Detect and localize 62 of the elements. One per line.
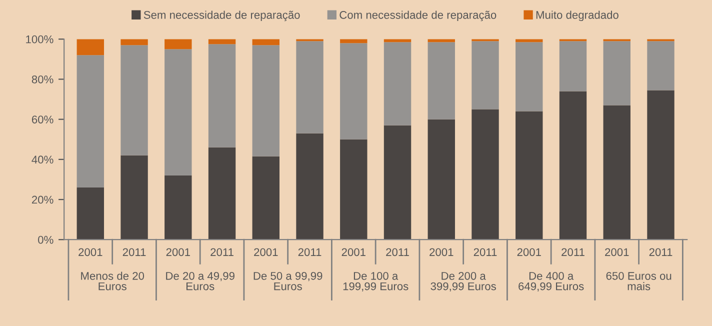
text: De 400 a 649,99 Euros <box>518 272 584 292</box>
bar <box>384 125 412 240</box>
bar <box>208 44 236 148</box>
bar <box>472 41 499 110</box>
x-tick-label: 2001 <box>517 248 541 256</box>
bar <box>296 41 324 134</box>
y-tick-label: 20% <box>32 196 54 204</box>
x-tick-label: 2011 <box>210 248 234 256</box>
x-tick-label: 2011 <box>298 248 322 256</box>
bar <box>252 39 280 46</box>
bar <box>252 45 280 156</box>
text: Menos de 20 Euros <box>81 272 144 290</box>
bar <box>164 175 192 240</box>
y-tick-label: 80% <box>32 75 54 84</box>
bar <box>340 139 368 240</box>
bar <box>516 42 543 112</box>
bar <box>296 133 324 240</box>
x-tick-label: 2001 <box>605 248 629 256</box>
y-tick-label: 0% <box>38 236 54 244</box>
bar <box>164 49 192 176</box>
legend-label: Com necessidade de reparação <box>340 10 496 22</box>
bar <box>340 43 368 140</box>
x-tick-label: 2001 <box>254 248 278 256</box>
bar <box>516 111 543 240</box>
x-tick-label: 2011 <box>386 248 409 256</box>
bar <box>120 45 148 156</box>
bar <box>472 109 499 240</box>
text: De 50 a 99,99 Euros <box>254 272 322 290</box>
x-tick-label: 2001 <box>342 248 366 256</box>
text: 650 Euros ou mais <box>606 272 672 290</box>
bar <box>559 91 587 240</box>
x-tick-label: 2011 <box>649 248 672 256</box>
bar <box>603 41 630 106</box>
bar <box>76 39 104 56</box>
bar <box>120 155 148 240</box>
bar <box>559 41 587 92</box>
bar <box>647 90 674 240</box>
bar <box>120 39 148 46</box>
legend-label: Muito degradado <box>536 10 618 22</box>
bar <box>428 119 455 240</box>
x-tick-label: 2001 <box>166 248 190 256</box>
bar <box>384 42 412 126</box>
x-tick-label: 2011 <box>562 248 584 256</box>
text: De 20 a 49,99 Euros <box>166 272 234 290</box>
y-tick-label: 60% <box>32 116 54 124</box>
x-tick-label: 2001 <box>78 248 102 256</box>
y-tick-label: 100% <box>26 35 54 44</box>
bar <box>208 147 236 240</box>
bar <box>252 156 280 240</box>
legend-label: Sem necessidade de reparação <box>144 10 300 22</box>
x-tick-label: 2001 <box>430 248 454 256</box>
bar <box>647 41 674 90</box>
bar <box>603 105 630 240</box>
bar <box>76 187 104 240</box>
bar <box>428 42 455 120</box>
text: De 200 a 399,99 Euros <box>430 272 496 292</box>
x-tick-label: 2011 <box>122 248 146 256</box>
bar <box>76 55 104 188</box>
bar <box>164 39 192 50</box>
y-tick-label: 40% <box>32 156 54 164</box>
x-tick-label: 2011 <box>474 248 497 256</box>
text: De 100 a 199,99 Euros <box>343 272 408 292</box>
